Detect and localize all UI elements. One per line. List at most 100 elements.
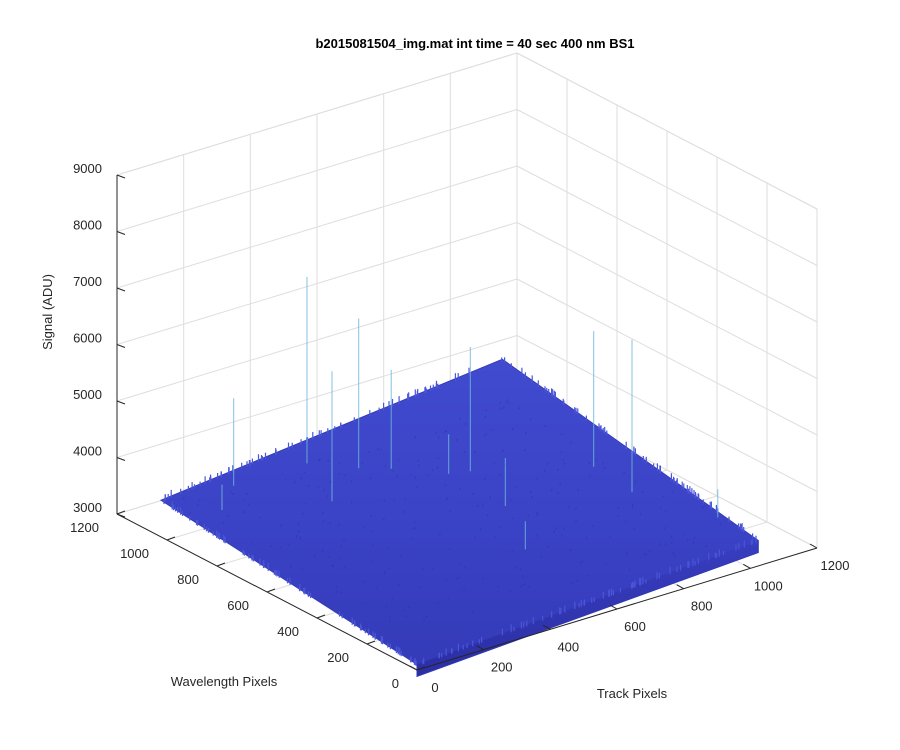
surface-texture	[499, 525, 502, 529]
surface-texture	[388, 567, 391, 571]
surface-texture	[536, 513, 539, 517]
surface-texture	[518, 406, 521, 410]
surface-texture	[188, 512, 191, 515]
surface-texture	[509, 590, 511, 593]
y-tick-mark	[416, 666, 426, 671]
x-axis-label: Track Pixels	[597, 686, 668, 701]
surface-texture	[520, 585, 523, 588]
surface-texture	[321, 549, 324, 552]
surface-texture	[663, 527, 666, 530]
y-tick-label: 800	[177, 572, 199, 587]
surface-texture	[536, 477, 539, 481]
surface-texture	[339, 557, 342, 560]
surface-texture	[279, 524, 282, 527]
surface-texture	[464, 422, 467, 426]
surface-texture	[624, 520, 627, 523]
surface-texture	[362, 580, 365, 584]
surface-texture	[391, 598, 394, 601]
surface-texture	[486, 513, 489, 517]
z-tick-mark	[116, 457, 126, 461]
surface-texture	[319, 458, 321, 462]
surface-texture	[546, 545, 549, 549]
surface-texture	[436, 466, 439, 469]
surface-texture	[295, 534, 298, 538]
surface-texture	[633, 527, 636, 531]
z-tick-label: 8000	[73, 218, 102, 233]
surface-texture	[664, 509, 667, 512]
surface-texture	[570, 441, 572, 444]
surface-texture	[288, 543, 290, 546]
surface-texture	[302, 512, 305, 516]
surface-texture	[431, 469, 434, 472]
surface-texture	[222, 521, 225, 524]
surface-texture	[445, 579, 448, 582]
surface-texture	[417, 464, 420, 467]
surface-texture	[592, 524, 595, 528]
surface-texture	[588, 461, 591, 465]
surface-texture	[527, 514, 530, 517]
wall-grid-z-right	[516, 165, 818, 323]
x-tick-label: 400	[557, 639, 579, 654]
surface-texture	[435, 431, 438, 435]
x-tick-label: 600	[624, 619, 646, 634]
x-tick-mark	[543, 624, 551, 630]
surface-texture	[384, 572, 386, 575]
surface-texture	[581, 560, 584, 564]
surface-texture	[483, 434, 486, 437]
wall-top-edge-right	[516, 52, 818, 210]
surface-texture	[641, 490, 644, 494]
surface-texture	[719, 523, 722, 526]
surface-texture	[361, 601, 364, 605]
surface-texture	[300, 476, 303, 480]
surface-texture	[479, 528, 482, 531]
surface-texture	[544, 424, 547, 428]
surface-texture	[511, 549, 514, 552]
surface-texture	[436, 601, 439, 605]
surface-texture	[326, 495, 328, 498]
surface-texture	[425, 615, 428, 618]
wall-grid-z-left	[116, 165, 518, 289]
surface-texture	[317, 485, 320, 489]
surface-texture	[702, 505, 705, 509]
y-tick-label: 1000	[120, 546, 149, 561]
surface-texture	[385, 605, 388, 609]
surface-texture	[659, 506, 662, 509]
surface-texture	[471, 492, 474, 496]
surface-texture	[396, 474, 398, 478]
surface-texture	[631, 504, 634, 507]
surface-texture	[471, 610, 474, 614]
surface-texture	[338, 523, 341, 527]
surface-texture	[562, 458, 565, 462]
surface-texture	[340, 545, 343, 548]
surface-texture	[322, 511, 324, 515]
surface-texture	[488, 496, 491, 499]
surface-texture	[422, 619, 425, 622]
z-tick-mark	[116, 400, 126, 405]
wall-grid-z-left	[116, 278, 518, 402]
surface-texture	[384, 570, 387, 574]
y-tick-label: 600	[227, 598, 249, 613]
surface-texture	[198, 498, 201, 501]
surface-texture	[560, 534, 563, 537]
z-tick-label: 6000	[73, 331, 102, 346]
surface-texture	[243, 510, 246, 514]
surface-texture	[419, 586, 422, 589]
surface-texture	[463, 450, 466, 454]
surface-texture	[673, 555, 676, 558]
x-tick-label: 1000	[754, 578, 783, 593]
surface-texture	[560, 450, 563, 454]
x-tick-mark	[676, 584, 684, 590]
surface-texture	[605, 562, 608, 566]
surface-texture	[527, 585, 530, 589]
y-tick-mark	[216, 562, 226, 567]
surface-texture	[648, 549, 651, 553]
surface-texture	[414, 476, 417, 479]
surface-texture	[448, 547, 451, 551]
surface-texture	[447, 597, 450, 601]
surface-texture	[509, 499, 512, 502]
surface-texture	[628, 568, 631, 571]
surface-texture	[693, 536, 696, 540]
surface-texture	[543, 469, 546, 473]
surface-texture	[421, 568, 424, 571]
wall-grid-z-left	[116, 222, 518, 345]
